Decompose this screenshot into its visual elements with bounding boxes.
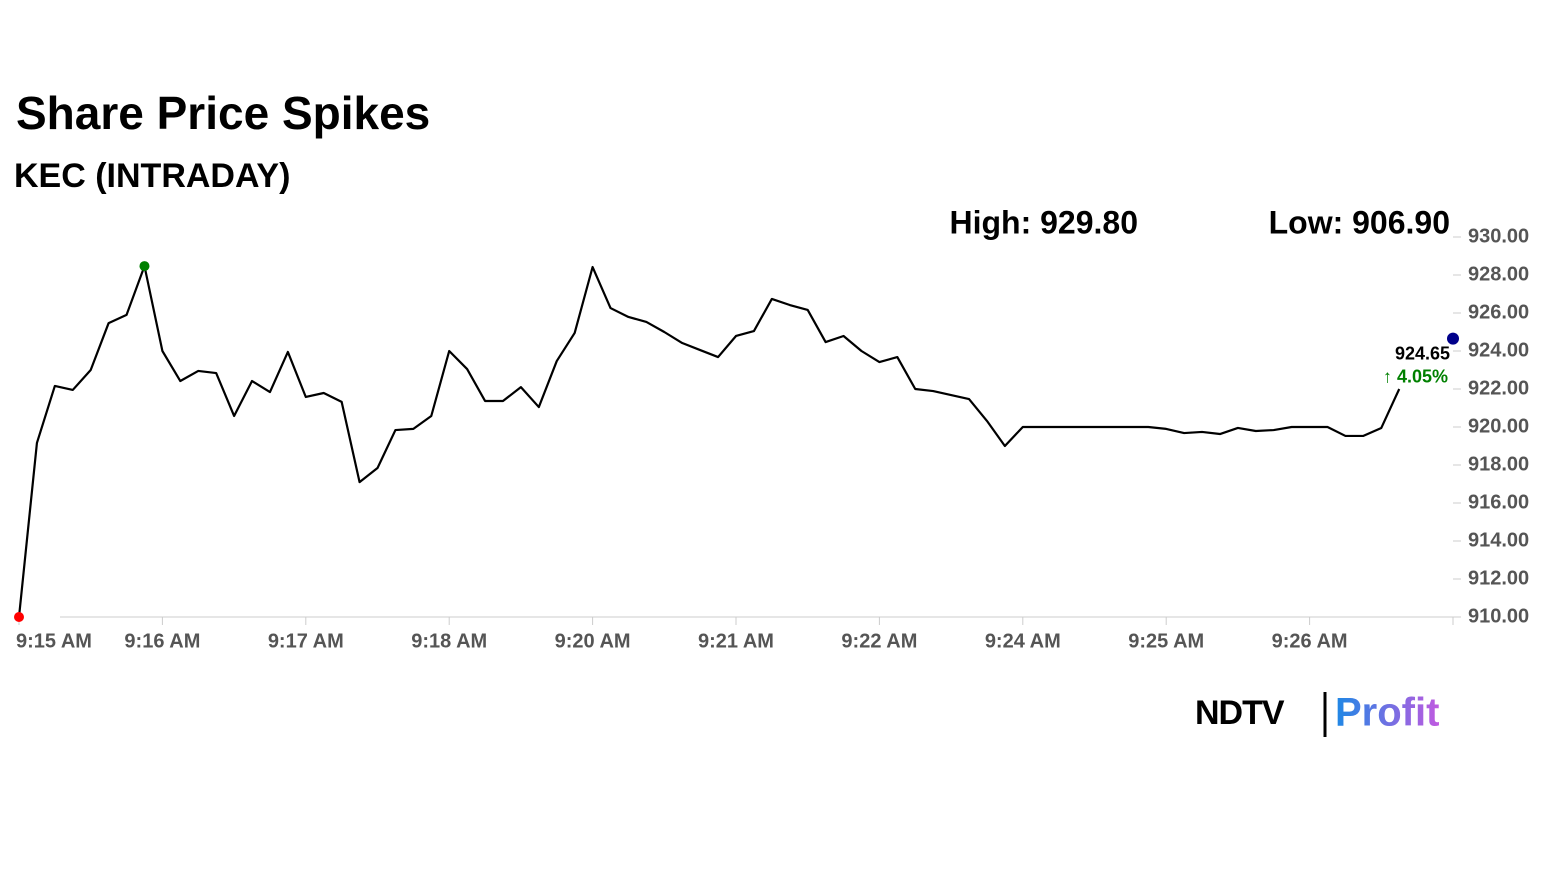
- last-price-label: 924.65: [1395, 343, 1450, 363]
- x-tick-label: 9:20 AM: [555, 630, 631, 652]
- y-tick-label: 916.00: [1468, 491, 1529, 513]
- y-tick-label: 930.00: [1468, 225, 1529, 247]
- x-tick-label: 9:17 AM: [268, 630, 344, 652]
- x-tick-label: 9:15 AM: [16, 630, 92, 652]
- y-tick-label: 910.00: [1468, 605, 1529, 627]
- x-tick-label: 9:24 AM: [985, 630, 1061, 652]
- x-tick-label: 9:21 AM: [698, 630, 774, 652]
- x-tick-label: 9:22 AM: [841, 630, 917, 652]
- y-tick-label: 914.00: [1468, 529, 1529, 551]
- logo-brand: NDTV: [1195, 694, 1285, 732]
- low-marker: [14, 612, 24, 622]
- x-tick-label: 9:16 AM: [124, 630, 200, 652]
- price-line: [17, 264, 1401, 618]
- logo-product: Profit: [1335, 691, 1439, 735]
- high-marker: [139, 261, 150, 272]
- y-tick-label: 918.00: [1468, 453, 1529, 475]
- y-tick-label: 912.00: [1468, 567, 1529, 589]
- y-tick-label: 924.00: [1468, 339, 1529, 361]
- chart-subtitle: KEC (INTRADAY): [14, 157, 290, 195]
- low-label: Low: 906.90: [1269, 204, 1450, 240]
- last-price-marker: [1447, 332, 1459, 345]
- y-tick-label: 928.00: [1468, 263, 1529, 285]
- y-tick-label: 926.00: [1468, 301, 1529, 323]
- x-tick-label: 9:25 AM: [1128, 630, 1204, 652]
- y-tick-label: 920.00: [1468, 415, 1529, 437]
- x-tick-label: 9:18 AM: [411, 630, 487, 652]
- high-label: High: 929.80: [949, 204, 1138, 240]
- y-tick-label: 922.00: [1468, 377, 1529, 399]
- chart-title: Share Price Spikes: [16, 87, 430, 139]
- change-label: ↑ 4.05%: [1383, 366, 1448, 386]
- x-tick-label: 9:26 AM: [1272, 630, 1348, 652]
